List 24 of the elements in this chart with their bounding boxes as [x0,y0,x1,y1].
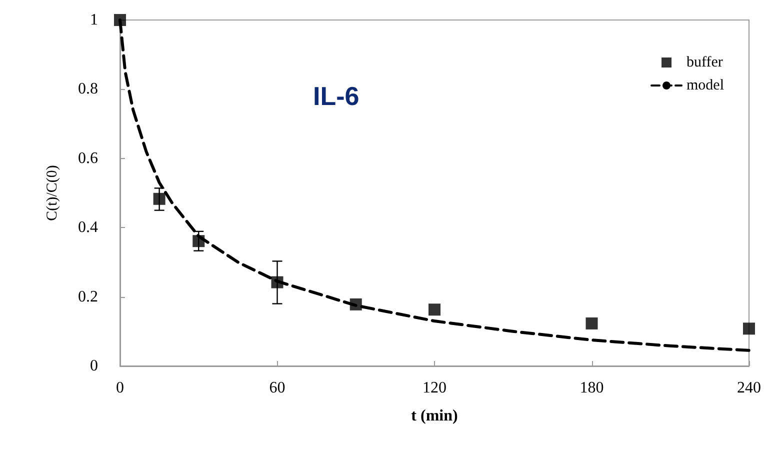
y-axis-title: C(t)/C(0) [44,165,60,221]
x-tick-label: 0 [116,380,124,396]
y-tick-label: 0 [90,358,98,374]
legend-label: buffer [686,54,723,70]
x-tick-label: 180 [580,380,604,396]
y-tick-label: 0.2 [78,288,98,306]
y-tick-label: 0.8 [78,80,98,98]
legend-label: model [686,78,724,94]
point [350,298,362,310]
point [271,276,284,288]
x-tick-label: 120 [422,380,446,396]
y-tick-label: 0.4 [78,219,98,236]
x-axis-title: t (min) [411,408,458,424]
annotation: IL-6 [313,81,360,111]
x-tick-label: 240 [737,380,761,396]
y-tick-label: 1 [90,12,98,28]
x-tick-label: 60 [269,380,286,396]
point [743,322,755,335]
point [114,14,126,26]
point [586,317,598,330]
y-tick-label: 0.6 [78,150,98,167]
point [192,235,205,248]
point [428,304,440,316]
point [153,192,166,205]
